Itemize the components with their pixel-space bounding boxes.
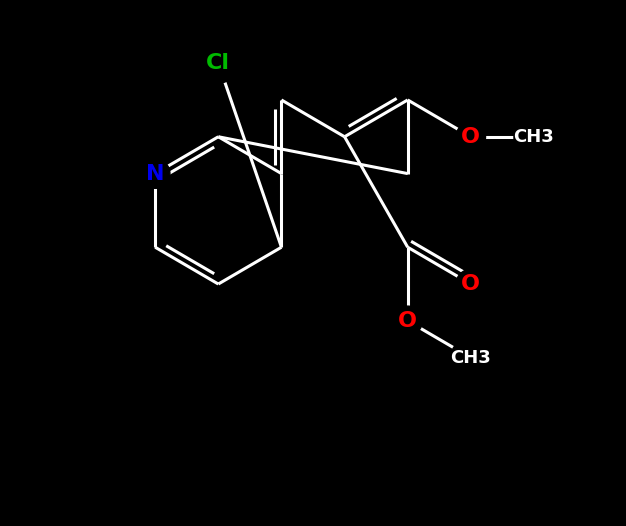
Circle shape: [393, 306, 423, 336]
Text: N: N: [146, 164, 165, 184]
Text: CH3: CH3: [513, 128, 554, 146]
Circle shape: [514, 117, 554, 157]
Text: O: O: [461, 127, 480, 147]
Circle shape: [140, 159, 170, 188]
Circle shape: [456, 269, 486, 299]
Text: CH3: CH3: [451, 349, 491, 367]
Text: O: O: [398, 311, 417, 331]
Text: O: O: [461, 274, 480, 294]
Circle shape: [198, 43, 239, 83]
Circle shape: [451, 338, 491, 378]
Circle shape: [456, 122, 486, 151]
Text: Cl: Cl: [207, 53, 230, 73]
